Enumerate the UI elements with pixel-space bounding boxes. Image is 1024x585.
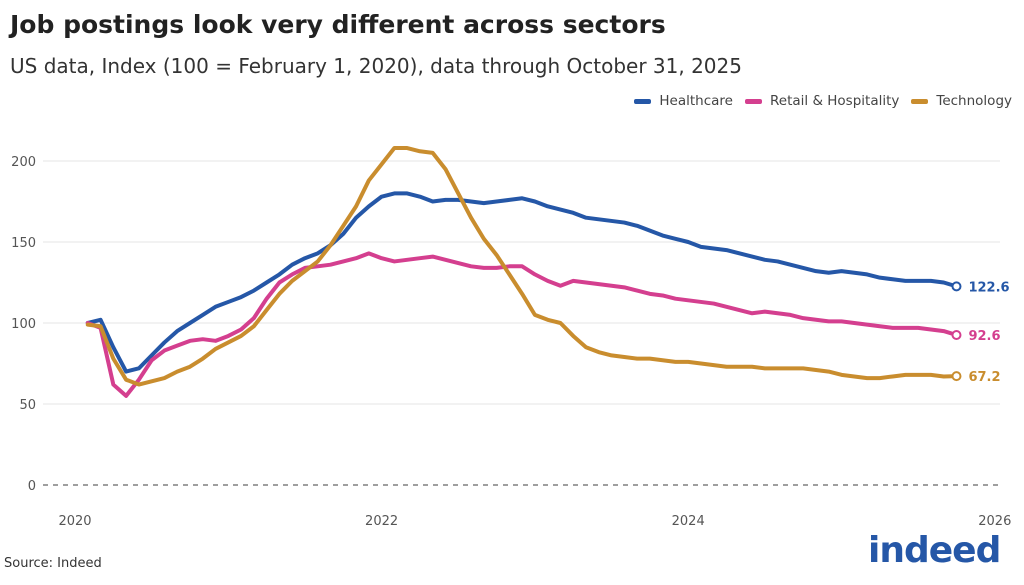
- x-tick-label: 2024: [672, 514, 705, 529]
- end-marker: [951, 371, 962, 382]
- legend: Healthcare Retail & Hospitality Technolo…: [634, 93, 1012, 109]
- y-tick-label: 200: [11, 155, 36, 170]
- series-line-0: [85, 191, 959, 374]
- chart-subtitle: US data, Index (100 = February 1, 2020),…: [10, 54, 742, 78]
- end-marker: [951, 329, 962, 340]
- series-line-2: [85, 146, 959, 387]
- legend-item-healthcare: Healthcare: [634, 93, 733, 109]
- end-label: 92.6: [968, 329, 1000, 344]
- x-tick-label: 2026: [978, 514, 1011, 529]
- x-tick-label: 2022: [365, 514, 398, 529]
- y-tick-label: 100: [11, 317, 36, 332]
- series-line-1: [85, 251, 959, 398]
- y-tick-label: 50: [19, 398, 36, 413]
- indeed-logo: indeed: [868, 530, 1001, 571]
- end-marker: [951, 281, 962, 292]
- y-tick-label: 0: [28, 479, 36, 494]
- x-tick-label: 2020: [58, 514, 91, 529]
- source-note: Source: Indeed: [4, 556, 102, 571]
- y-tick-label: 150: [11, 236, 36, 251]
- legend-item-retail: Retail & Hospitality: [745, 93, 899, 109]
- chart-title: Job postings look very different across …: [10, 10, 666, 39]
- legend-item-technology: Technology: [911, 93, 1012, 109]
- end-label: 122.6: [968, 280, 1009, 295]
- end-label: 67.2: [968, 370, 1000, 385]
